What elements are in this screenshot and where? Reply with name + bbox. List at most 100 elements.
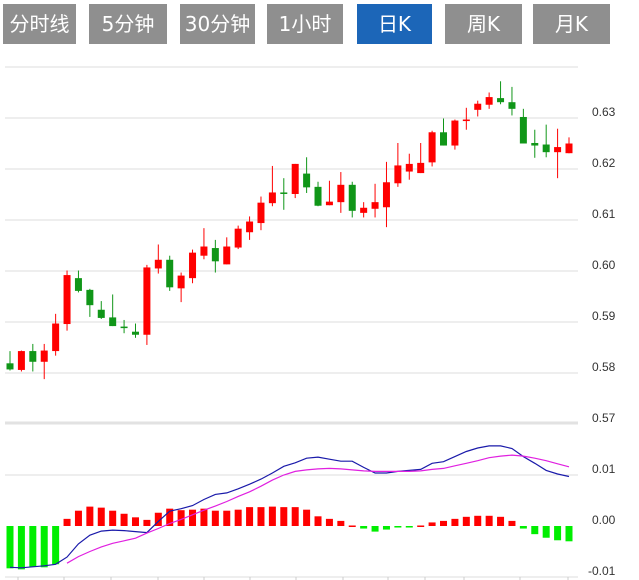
candle-down xyxy=(120,319,128,334)
candle-up xyxy=(52,313,60,356)
macd-bar xyxy=(565,526,573,542)
macd-tick-label: 0.00 xyxy=(592,513,616,527)
candle-up xyxy=(189,249,197,284)
candle-body xyxy=(497,98,505,103)
candle-up xyxy=(371,183,379,218)
candle-body xyxy=(246,221,254,233)
candle-up xyxy=(325,180,333,206)
candle-body xyxy=(177,275,185,289)
candle-body xyxy=(29,351,37,362)
candle-body xyxy=(531,142,539,146)
candle-body xyxy=(451,120,459,146)
candle-down xyxy=(348,181,356,218)
macd-bar xyxy=(451,518,459,526)
macd-histogram xyxy=(6,506,573,570)
candle-up xyxy=(554,128,562,179)
candle-body xyxy=(337,184,345,203)
tab-30min[interactable]: 30分钟 xyxy=(180,4,255,44)
candle-down xyxy=(166,255,174,291)
candle-down xyxy=(131,323,139,338)
candle-up xyxy=(462,107,470,130)
candle-up xyxy=(394,142,402,187)
candle-up xyxy=(405,153,413,180)
macd-bar xyxy=(177,510,185,526)
candle-up xyxy=(234,225,242,250)
macd-bar xyxy=(531,526,539,535)
candle-up xyxy=(246,216,254,240)
candle-body xyxy=(382,182,390,208)
candle-body xyxy=(268,192,276,204)
macd-bar xyxy=(200,508,208,526)
candle-up xyxy=(417,142,425,174)
macd-bar xyxy=(394,526,402,528)
candle-body xyxy=(17,351,25,370)
candle-up xyxy=(291,163,299,199)
candle-body xyxy=(360,207,368,213)
macd-bar xyxy=(303,509,311,526)
dif-line xyxy=(9,445,570,569)
candle-body xyxy=(440,132,448,146)
candle-down xyxy=(109,294,117,327)
macd-bar xyxy=(143,519,151,526)
macd-bar xyxy=(360,526,368,529)
tab-monthly-k[interactable]: 月K xyxy=(533,4,610,44)
candle-up xyxy=(17,350,25,372)
tab-weekly-k[interactable]: 周K xyxy=(445,4,522,44)
macd-bar xyxy=(314,516,322,526)
candle-body xyxy=(371,202,379,209)
macd-bar xyxy=(280,507,288,526)
macd-bar xyxy=(440,520,448,526)
candle-up xyxy=(223,237,231,265)
candle-up xyxy=(382,161,390,228)
tab-1hour[interactable]: 1小时 xyxy=(267,4,343,44)
candle-body xyxy=(189,252,197,279)
macd-bar xyxy=(234,509,242,526)
candle-body xyxy=(348,184,356,211)
macd-bar xyxy=(554,526,562,541)
macd-bar xyxy=(417,525,425,527)
tab-minute-line[interactable]: 分时线 xyxy=(3,4,76,44)
macd-grid xyxy=(5,474,578,580)
macd-bar xyxy=(86,506,94,526)
macd-bar xyxy=(109,510,117,526)
candle-body xyxy=(325,201,333,206)
macd-bar xyxy=(120,513,128,526)
macd-bar xyxy=(508,520,516,526)
period-tabs: 分时线 5分钟 30分钟 1小时 日K 周K 月K xyxy=(0,4,639,44)
candle-up xyxy=(63,270,71,331)
price-tick-label: 0.59 xyxy=(592,309,616,323)
macd-bar xyxy=(371,526,379,532)
candle-body xyxy=(200,246,208,256)
macd-bar xyxy=(97,507,105,526)
candle-body xyxy=(462,119,470,122)
candle-down xyxy=(497,81,505,105)
candle-down xyxy=(542,124,550,158)
macd-bar xyxy=(257,507,265,526)
macd-bar xyxy=(291,507,299,526)
candle-down xyxy=(6,351,14,371)
candle-body xyxy=(131,331,139,335)
tab-daily-k[interactable]: 日K xyxy=(357,4,432,44)
candle-up xyxy=(337,172,345,213)
price-tick-label: 0.61 xyxy=(592,207,616,221)
macd-bar xyxy=(497,516,505,526)
candle-body xyxy=(143,267,151,335)
candle-body xyxy=(86,289,94,306)
candle-down xyxy=(211,239,219,273)
price-grid xyxy=(5,66,578,425)
candle-body xyxy=(211,248,219,262)
candle-body xyxy=(303,173,311,188)
macd-bar xyxy=(154,512,162,526)
macd-lines xyxy=(9,445,570,569)
candle-body xyxy=(405,163,413,172)
candle-body xyxy=(109,317,117,327)
tab-5min[interactable]: 5分钟 xyxy=(89,4,167,44)
candle-up xyxy=(451,119,459,150)
macd-bar xyxy=(74,510,82,526)
macd-tick-label: 0.01 xyxy=(592,462,616,476)
price-tick-label: 0.58 xyxy=(592,360,616,374)
candle-down xyxy=(314,181,322,207)
candle-body xyxy=(394,165,402,184)
macd-bar xyxy=(382,526,390,530)
